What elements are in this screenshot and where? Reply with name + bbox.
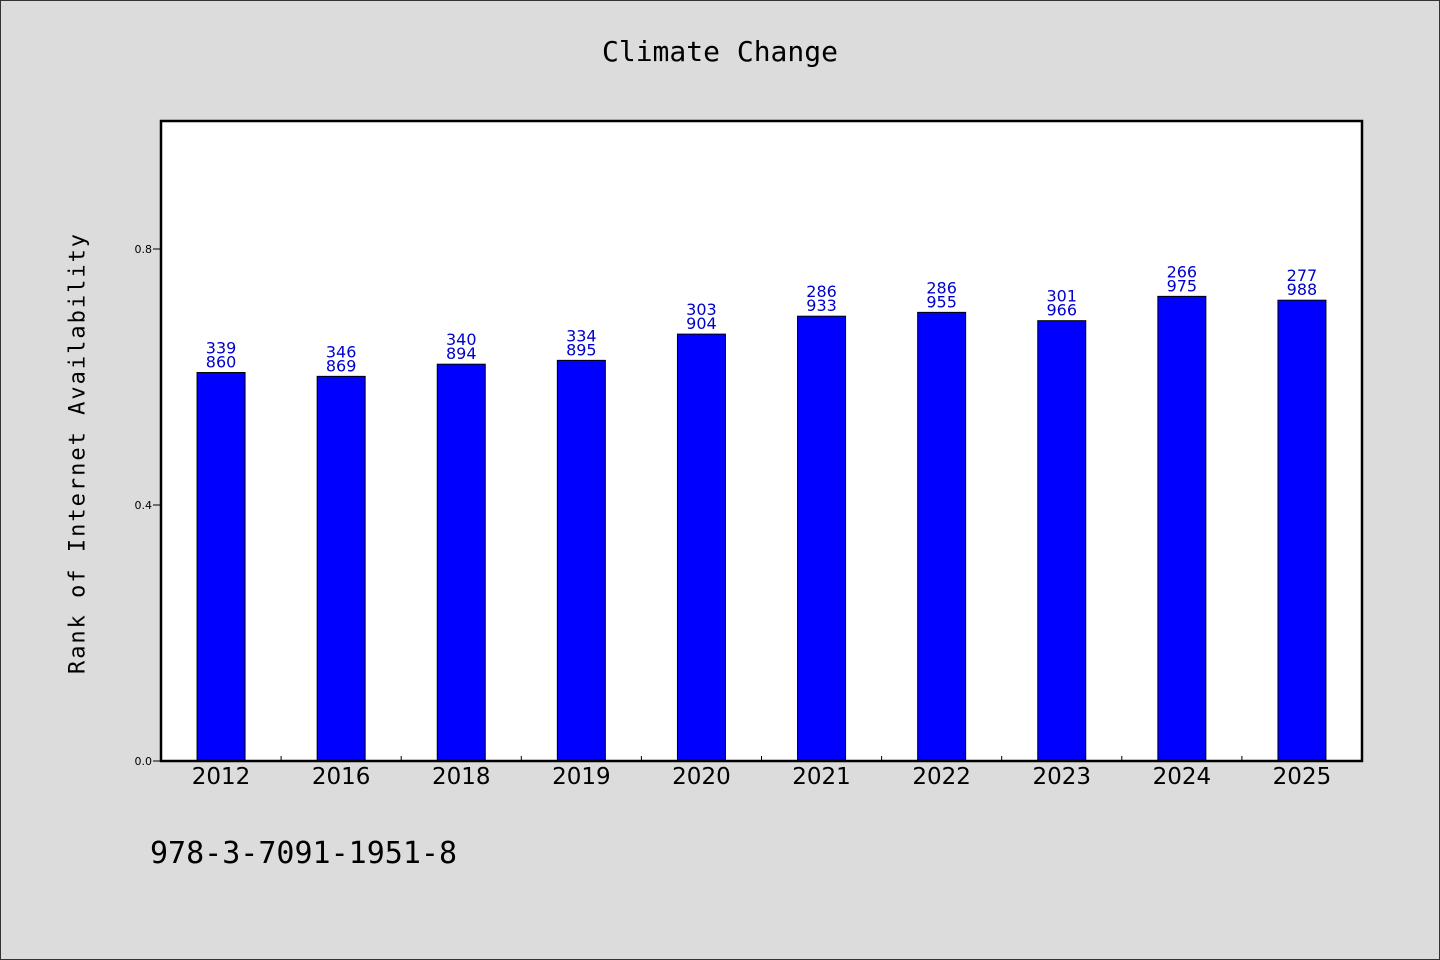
bar-label-top: 303 [686,300,717,319]
plot-frame [159,119,1364,763]
x-tick-label: 2025 [1273,764,1332,790]
bar-label-top: 286 [806,282,837,301]
bar-label-bottom: 894 [446,344,477,363]
y-tick-label: 0.4 [135,499,153,512]
bar-label-bottom: 966 [1046,301,1077,320]
bar-label-bottom: 895 [566,340,597,359]
x-tick-label: 2022 [912,764,971,790]
bar-label-top: 340 [446,330,477,349]
bar-2018 [436,363,486,762]
y-tick-label: 0.0 [135,755,153,768]
bar-label-bottom: 988 [1287,280,1318,299]
bar-label-bottom: 869 [326,356,357,375]
bar-label-top: 277 [1287,266,1318,285]
bar-2020 [676,333,726,762]
x-tick-label: 2016 [312,764,371,790]
bar-2025 [1277,299,1327,762]
bar-2021 [797,315,847,762]
bar-label-bottom: 933 [806,296,837,315]
bar-label-bottom: 975 [1167,276,1198,295]
x-tick-label: 2021 [792,764,851,790]
bar-label-top: 266 [1167,262,1198,281]
y-tick-label: 0.8 [135,243,153,256]
x-tick-label: 2023 [1032,764,1091,790]
chart-title: Climate Change [601,35,838,68]
bar-label-bottom: 860 [206,353,237,372]
x-tick-label: 2018 [432,764,491,790]
bar-label-top: 334 [566,326,597,345]
bar-2024 [1157,295,1207,762]
bar-label-top: 301 [1046,287,1077,306]
bar-label-top: 346 [326,342,357,361]
bar-2016 [316,375,366,762]
bar-label-bottom: 904 [686,314,717,333]
bar-2023 [1037,320,1087,762]
bar-label-top: 339 [206,339,237,358]
footer-code: 978-3-7091-1951-8 [150,836,458,871]
bar-2019 [556,359,606,762]
bar-2022 [917,311,967,762]
bar-2012 [196,372,246,762]
bar-label-bottom: 955 [926,292,957,311]
x-tick-label: 2019 [552,764,611,790]
x-tick-label: 2024 [1153,764,1212,790]
bar-label-top: 286 [926,278,957,297]
x-tick-label: 2020 [672,764,731,790]
x-tick-label: 2012 [192,764,251,790]
